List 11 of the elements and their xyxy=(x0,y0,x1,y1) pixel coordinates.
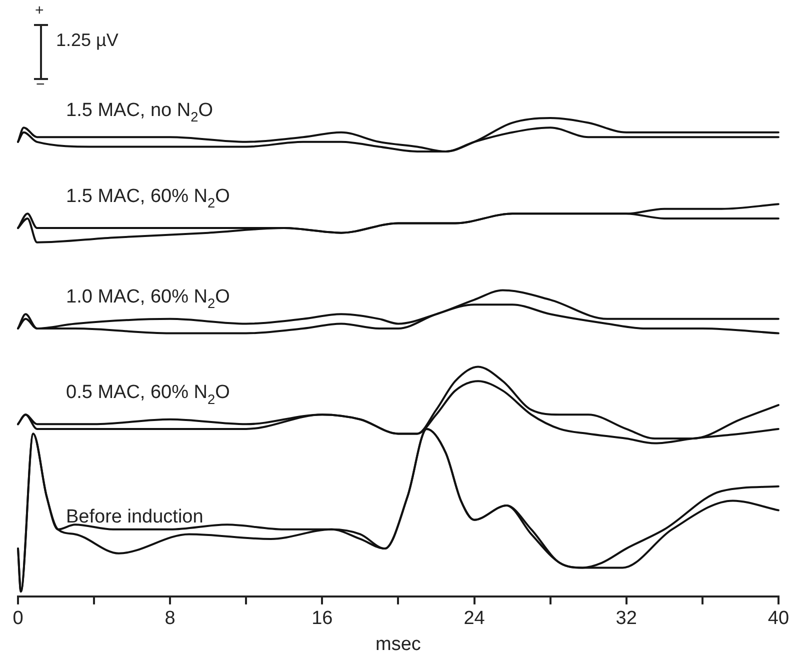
text: + xyxy=(35,2,44,19)
x-tick-label: 32 xyxy=(616,608,637,630)
text: 1.25 µV xyxy=(56,30,118,51)
x-tick-label: 8 xyxy=(164,608,176,630)
x-axis-title: msec xyxy=(376,634,421,655)
series-label: Before induction xyxy=(66,506,204,528)
x-tick-label: 24 xyxy=(464,608,486,630)
x-tick-label: 16 xyxy=(312,608,333,630)
text: − xyxy=(36,76,45,93)
x-tick-label: 0 xyxy=(12,608,24,630)
x-tick-label: 40 xyxy=(768,608,790,630)
